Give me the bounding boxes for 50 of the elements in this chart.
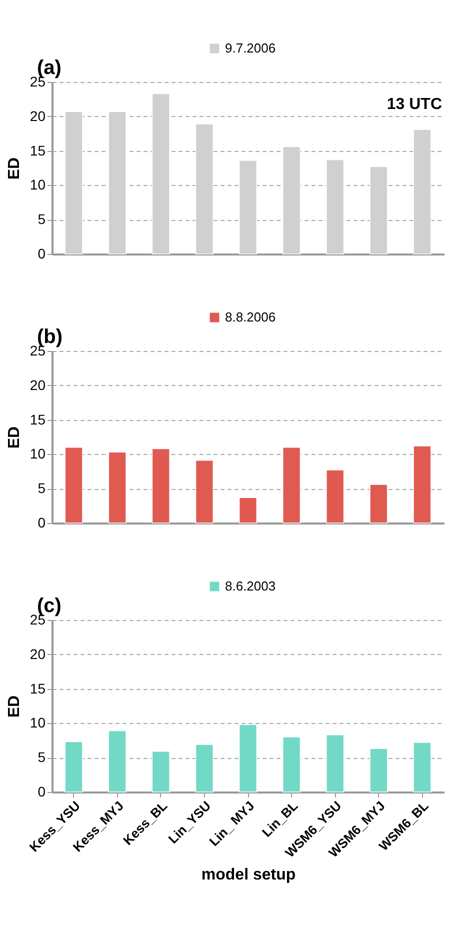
legend-label: 9.7.2006 — [225, 40, 276, 56]
y-tick-label: 5 — [38, 480, 46, 496]
bar — [326, 470, 344, 524]
bar — [64, 741, 83, 792]
bar — [108, 730, 126, 792]
y-tick-label: 15 — [30, 680, 46, 696]
bar — [108, 452, 126, 524]
bar — [64, 446, 83, 524]
bar — [370, 166, 388, 254]
y-axis-title: ED — [6, 157, 23, 180]
bar — [195, 744, 214, 792]
bar — [195, 124, 214, 254]
bar — [370, 484, 388, 524]
x-axis-title: model setup — [201, 866, 296, 884]
bar — [413, 446, 432, 524]
legend-label: 8.6.2003 — [225, 578, 276, 594]
bar — [238, 160, 258, 254]
bar — [326, 159, 344, 254]
bar — [326, 734, 344, 792]
bar — [238, 724, 258, 792]
bar — [152, 751, 170, 792]
y-axis-title: ED — [6, 426, 23, 449]
y-tick-label: 10 — [30, 446, 46, 462]
bar — [282, 146, 301, 254]
y-tick-label: 20 — [30, 376, 46, 393]
bar — [195, 460, 214, 524]
y-tick-label: 15 — [30, 142, 46, 158]
y-tick-label: 0 — [38, 784, 46, 800]
y-tick-label: 10 — [30, 714, 46, 731]
y-tick-label: 5 — [38, 749, 46, 766]
bar — [282, 736, 301, 792]
y-tick-label: 15 — [30, 411, 46, 428]
legend-label: 8.8.2006 — [225, 310, 276, 324]
y-tick-label: 0 — [38, 514, 46, 530]
bar — [108, 111, 126, 254]
bar — [413, 742, 432, 792]
bar — [370, 748, 388, 792]
y-tick-label: 5 — [38, 211, 46, 228]
y-tick-label: 20 — [30, 108, 46, 124]
bar — [413, 129, 432, 254]
y-tick-label: 0 — [38, 246, 46, 262]
y-axis-title: ED — [6, 695, 23, 718]
bar — [238, 497, 258, 524]
bar — [152, 93, 170, 254]
annotation: 13 UTC — [386, 96, 442, 113]
y-tick-label: 10 — [30, 176, 46, 193]
bar — [152, 448, 170, 524]
bar — [282, 446, 301, 524]
bar — [64, 111, 83, 254]
y-tick-label: 20 — [30, 646, 46, 662]
